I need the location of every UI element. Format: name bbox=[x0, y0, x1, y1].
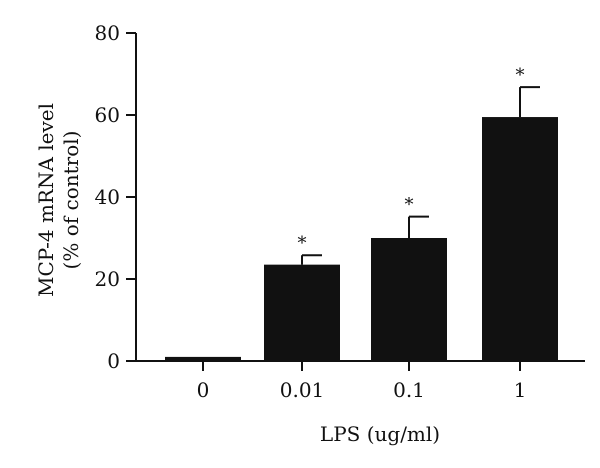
x-tick-label-0: 0 bbox=[197, 378, 210, 402]
y-axis-title-line-2: (% of control) bbox=[59, 131, 83, 270]
y-tick-label-20: 20 bbox=[95, 267, 120, 291]
y-tick-label-40: 40 bbox=[95, 185, 120, 209]
bar-0.01 bbox=[264, 264, 340, 361]
bars-layer bbox=[165, 117, 558, 361]
significance-marker-0.01: * bbox=[298, 233, 307, 254]
x-axis-title: LPS (ug/ml) bbox=[320, 422, 440, 446]
error-bars-layer bbox=[301, 86, 540, 265]
bar-1 bbox=[482, 117, 558, 361]
bar-0.1 bbox=[371, 238, 447, 361]
significance-marker-1: * bbox=[516, 65, 525, 86]
significance-marker-0.1: * bbox=[405, 195, 414, 216]
y-tick-label-0: 0 bbox=[107, 349, 120, 373]
x-tick-label-0.01: 0.01 bbox=[280, 378, 325, 402]
y-tick-label-60: 60 bbox=[95, 103, 120, 127]
y-tick-label-80: 80 bbox=[95, 21, 120, 45]
bar-0 bbox=[165, 356, 241, 361]
x-tick-label-0.1: 0.1 bbox=[393, 378, 425, 402]
labels-layer: * * * 0 20 40 60 80 0 0.01 0.1 1 bbox=[95, 21, 527, 402]
axes-layer bbox=[126, 32, 585, 371]
x-tick-label-1: 1 bbox=[514, 378, 527, 402]
y-axis-title-line-1: MCP-4 mRNA level bbox=[34, 103, 58, 297]
